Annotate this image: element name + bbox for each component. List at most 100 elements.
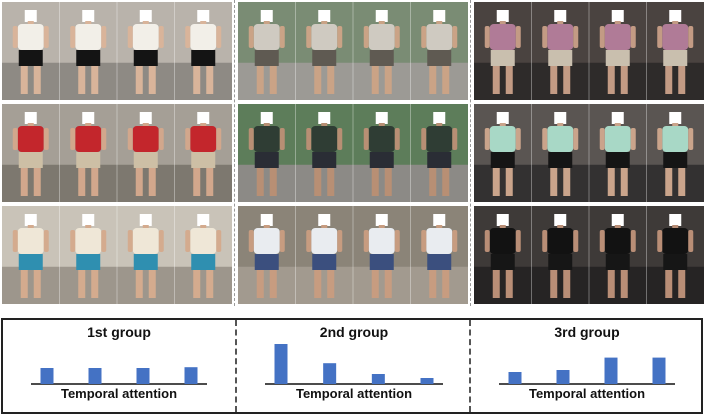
group-1-bars: [31, 367, 207, 385]
face-mask: [197, 214, 210, 226]
leg: [327, 168, 335, 196]
lower-clothing: [133, 50, 158, 66]
arm: [363, 230, 369, 252]
face-mask: [611, 214, 624, 226]
arm: [43, 128, 49, 150]
torso: [17, 228, 44, 254]
arm: [306, 26, 312, 48]
leg: [620, 270, 628, 298]
leg: [78, 270, 86, 298]
face-mask: [375, 112, 388, 124]
arm: [248, 128, 254, 150]
torso: [75, 126, 102, 152]
attention-panel: 1st group Temporal attention 2nd group T…: [1, 318, 703, 414]
pedestrian-figure: [599, 112, 636, 196]
attention-bar: [323, 363, 337, 384]
face-mask: [318, 10, 331, 22]
leg: [206, 168, 214, 196]
pedestrian-figure: [657, 214, 694, 298]
group-2-bars: [265, 344, 443, 385]
lower-clothing: [76, 50, 101, 66]
lower-clothing: [548, 254, 573, 270]
arm: [185, 128, 191, 150]
face-mask: [433, 112, 446, 124]
leg: [256, 168, 264, 196]
leg: [505, 66, 513, 94]
leg: [148, 66, 156, 94]
leg: [20, 168, 28, 196]
lower-clothing: [490, 50, 515, 66]
lower-clothing: [605, 254, 630, 270]
pedestrian-figure: [657, 112, 694, 196]
torso: [132, 228, 159, 254]
lower-clothing: [191, 50, 216, 66]
arm: [363, 128, 369, 150]
arm: [12, 26, 18, 48]
leg: [665, 270, 673, 298]
torso: [190, 24, 217, 50]
face-mask: [554, 10, 567, 22]
torso: [662, 24, 689, 50]
lower-clothing: [312, 50, 337, 66]
face-mask: [433, 10, 446, 22]
arm: [484, 230, 490, 252]
leg: [256, 66, 264, 94]
pedestrian-figure: [248, 214, 285, 298]
arm: [394, 230, 400, 252]
face-mask: [375, 214, 388, 226]
leg: [314, 270, 322, 298]
pedestrian-figure: [248, 112, 285, 196]
group-3-chart: 3rd group Temporal attention: [469, 320, 703, 412]
face-mask: [24, 112, 37, 124]
pedestrian-figure: [599, 10, 636, 94]
arm: [158, 128, 164, 150]
image-strip: [474, 2, 704, 100]
torso: [547, 24, 574, 50]
arm: [515, 128, 521, 150]
torso: [426, 24, 453, 50]
face-mask: [318, 214, 331, 226]
arm: [452, 26, 458, 48]
leg: [678, 66, 686, 94]
group-1-axis-label: Temporal attention: [60, 386, 178, 401]
arm: [216, 230, 222, 252]
pedestrian-figure: [185, 10, 222, 94]
leg: [384, 168, 392, 196]
arm: [279, 26, 285, 48]
leg: [665, 168, 673, 196]
face-mask: [82, 112, 95, 124]
pedestrian-figure: [70, 214, 107, 298]
face-mask: [260, 214, 273, 226]
lower-clothing: [605, 50, 630, 66]
torso: [75, 228, 102, 254]
lower-clothing: [312, 254, 337, 270]
torso: [17, 24, 44, 50]
leg: [371, 168, 379, 196]
lower-clothing: [254, 50, 279, 66]
face-mask: [24, 214, 37, 226]
arm: [43, 26, 49, 48]
face-mask: [554, 112, 567, 124]
arm: [127, 26, 133, 48]
group-3-title: 3rd group: [554, 324, 620, 340]
leg: [442, 270, 450, 298]
pedestrian-figure: [127, 214, 164, 298]
leg: [327, 66, 335, 94]
lower-clothing: [254, 152, 279, 168]
leg: [78, 66, 86, 94]
leg: [91, 168, 99, 196]
leg: [193, 168, 201, 196]
pedestrian-figure: [363, 10, 400, 94]
leg: [607, 168, 615, 196]
face-mask: [260, 10, 273, 22]
pedestrian-figure: [70, 112, 107, 196]
lower-clothing: [427, 254, 452, 270]
lower-clothing: [312, 152, 337, 168]
arm: [337, 128, 343, 150]
lower-clothing: [133, 254, 158, 270]
face-mask: [197, 10, 210, 22]
arm: [394, 128, 400, 150]
leg: [492, 66, 500, 94]
lower-clothing: [427, 152, 452, 168]
arm: [573, 230, 579, 252]
